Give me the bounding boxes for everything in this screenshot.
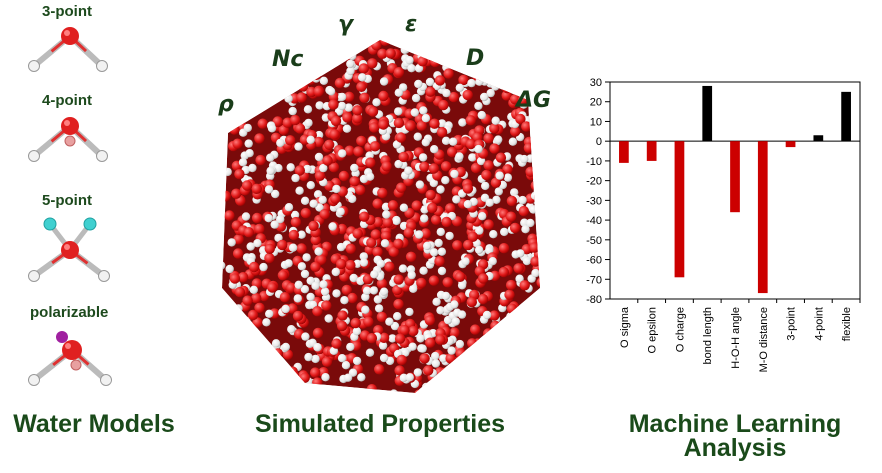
y-tick-label: 30 [590, 77, 602, 89]
model-label-5-point: 5-point [42, 192, 92, 209]
three-point-molecule-icon [28, 27, 108, 72]
y-tick-label: 0 [596, 136, 602, 148]
x-tick-label: O charge [674, 307, 686, 352]
y-tick-label: -70 [586, 274, 602, 286]
y-tick-label: -40 [586, 215, 602, 227]
x-tick-label: bond length [702, 307, 714, 365]
x-tick-label: M-O distance [758, 307, 770, 372]
five-point-molecule-icon [28, 217, 110, 282]
y-tick-label: -50 [586, 235, 602, 247]
bar-flexible [841, 91, 851, 142]
plot-frame [609, 81, 861, 300]
property-surface-tension: γ [338, 12, 353, 37]
feature-importance-chart: 30 20 10 0 -10 -20 -30 -40 -50 -60 -70 -80 O sigma O … [586, 77, 861, 372]
x-tick-label: 4-point [813, 307, 825, 341]
y-tick-label: -80 [586, 294, 602, 306]
property-diffusion: D [466, 46, 485, 71]
bar-bond-length [702, 85, 713, 142]
polarizable-molecule-icon [28, 331, 112, 386]
water-models-title: Water Models [13, 410, 175, 438]
bar-3-point [785, 141, 796, 148]
y-tick-label: -20 [586, 176, 602, 188]
bar-o-epsilon [646, 141, 657, 161]
bar-h-o-h-angle [730, 141, 740, 213]
bar-o-charge [674, 141, 685, 278]
bar-4-point [813, 135, 824, 142]
property-dielectric-constant: ε [405, 12, 418, 37]
y-tick-label: 10 [590, 116, 602, 128]
x-tick-label: flexible [841, 307, 853, 341]
property-free-energy: ΔG [516, 88, 552, 113]
x-tick-label: H-O-H angle [730, 307, 742, 369]
y-tick-label: 20 [590, 97, 602, 109]
property-coordination-number: Nc [272, 47, 304, 72]
bar-o-sigma [619, 141, 629, 163]
y-tick-label: -30 [586, 195, 602, 207]
model-label-polarizable: polarizable [30, 304, 109, 321]
four-point-molecule-icon [28, 117, 108, 162]
x-tick-label: 3-point [786, 307, 798, 341]
ml-title-line1: Machine Learning [628, 410, 842, 438]
model-label-3-point: 3-point [42, 3, 92, 20]
x-tick-label: O sigma [619, 306, 631, 348]
water-molecules [222, 40, 540, 393]
y-tick-label: -10 [586, 156, 602, 168]
simulated-properties-title: Simulated Properties [254, 410, 506, 438]
property-density: ρ [218, 92, 234, 117]
model-label-4-point: 4-point [42, 92, 92, 109]
ml-title-line2: Analysis [683, 434, 787, 462]
machine-learning-title: Machine Learning Analysis [590, 410, 880, 462]
water-box-illustration [222, 40, 540, 393]
y-tick-label: -60 [586, 255, 602, 267]
bar-m-o-distance [757, 141, 768, 294]
x-tick-label: O epsilon [647, 307, 659, 353]
